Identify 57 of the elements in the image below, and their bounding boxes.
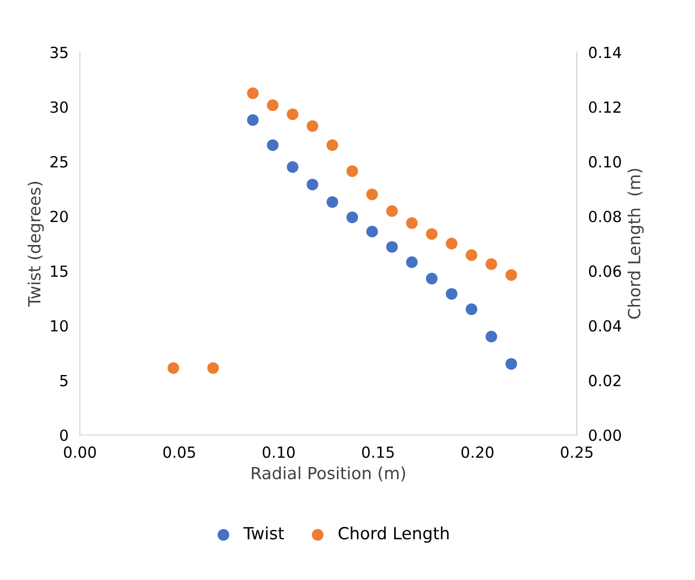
point	[247, 87, 259, 100]
point	[446, 238, 458, 250]
point	[386, 241, 398, 253]
point	[266, 139, 279, 151]
point	[505, 358, 518, 370]
y2-tick-label: 0.08	[588, 210, 621, 222]
point	[168, 362, 180, 374]
y-tick-label: 25	[50, 156, 68, 168]
y-tick-label: 10	[51, 320, 68, 332]
y2-tick-label: 0.06	[588, 265, 622, 277]
point	[286, 161, 298, 173]
point	[486, 258, 498, 270]
y2-tick-label: 0.00	[588, 429, 621, 442]
point	[505, 269, 518, 281]
y2-tick-label: 0.02	[588, 374, 620, 386]
point	[326, 196, 338, 208]
point	[426, 228, 438, 240]
point	[426, 272, 438, 284]
x-axis-title: Radial Position (m)	[252, 466, 406, 482]
point	[207, 362, 219, 374]
x-tick-label: 0.05	[163, 446, 195, 458]
y-tick-label: 5	[60, 374, 68, 386]
point	[266, 99, 279, 112]
y2-tick-label: 0.14	[588, 46, 622, 58]
point	[346, 212, 358, 224]
point	[366, 188, 378, 200]
y-tick-label: 0	[60, 429, 68, 442]
x-tick-label: 0.10	[262, 446, 295, 458]
y2-tick-label: 0.10	[588, 156, 621, 168]
point	[466, 303, 478, 316]
x-tick-label: 0.15	[362, 446, 394, 458]
point	[466, 249, 478, 261]
point	[346, 165, 358, 177]
point	[306, 178, 318, 190]
point	[306, 120, 318, 132]
point	[326, 139, 338, 151]
y-tick-label: 20	[50, 210, 68, 222]
y2-tick-label: 0.12	[588, 101, 620, 113]
y2-axis-title: Chord Length (m)	[628, 168, 644, 319]
y-tick-label: 30	[50, 101, 68, 113]
point	[486, 330, 498, 342]
point	[386, 205, 398, 217]
legend-label: Chord Length	[338, 526, 449, 543]
point	[446, 288, 458, 300]
y2-tick-label: 0.04	[588, 320, 622, 332]
y-tick-label: 15	[51, 266, 68, 277]
point	[366, 226, 378, 238]
point	[247, 114, 259, 126]
legend-label: Twist	[243, 526, 284, 540]
point	[406, 256, 418, 268]
point	[406, 217, 418, 229]
y-tick-label: 35	[50, 46, 68, 58]
x-tick-label: 0.20	[461, 446, 494, 458]
point	[286, 108, 298, 120]
x-tick-label: 0.25	[560, 446, 593, 458]
x-tick-label: 0.00	[64, 446, 96, 458]
y-axis-title: Twist (degrees)	[28, 182, 44, 307]
